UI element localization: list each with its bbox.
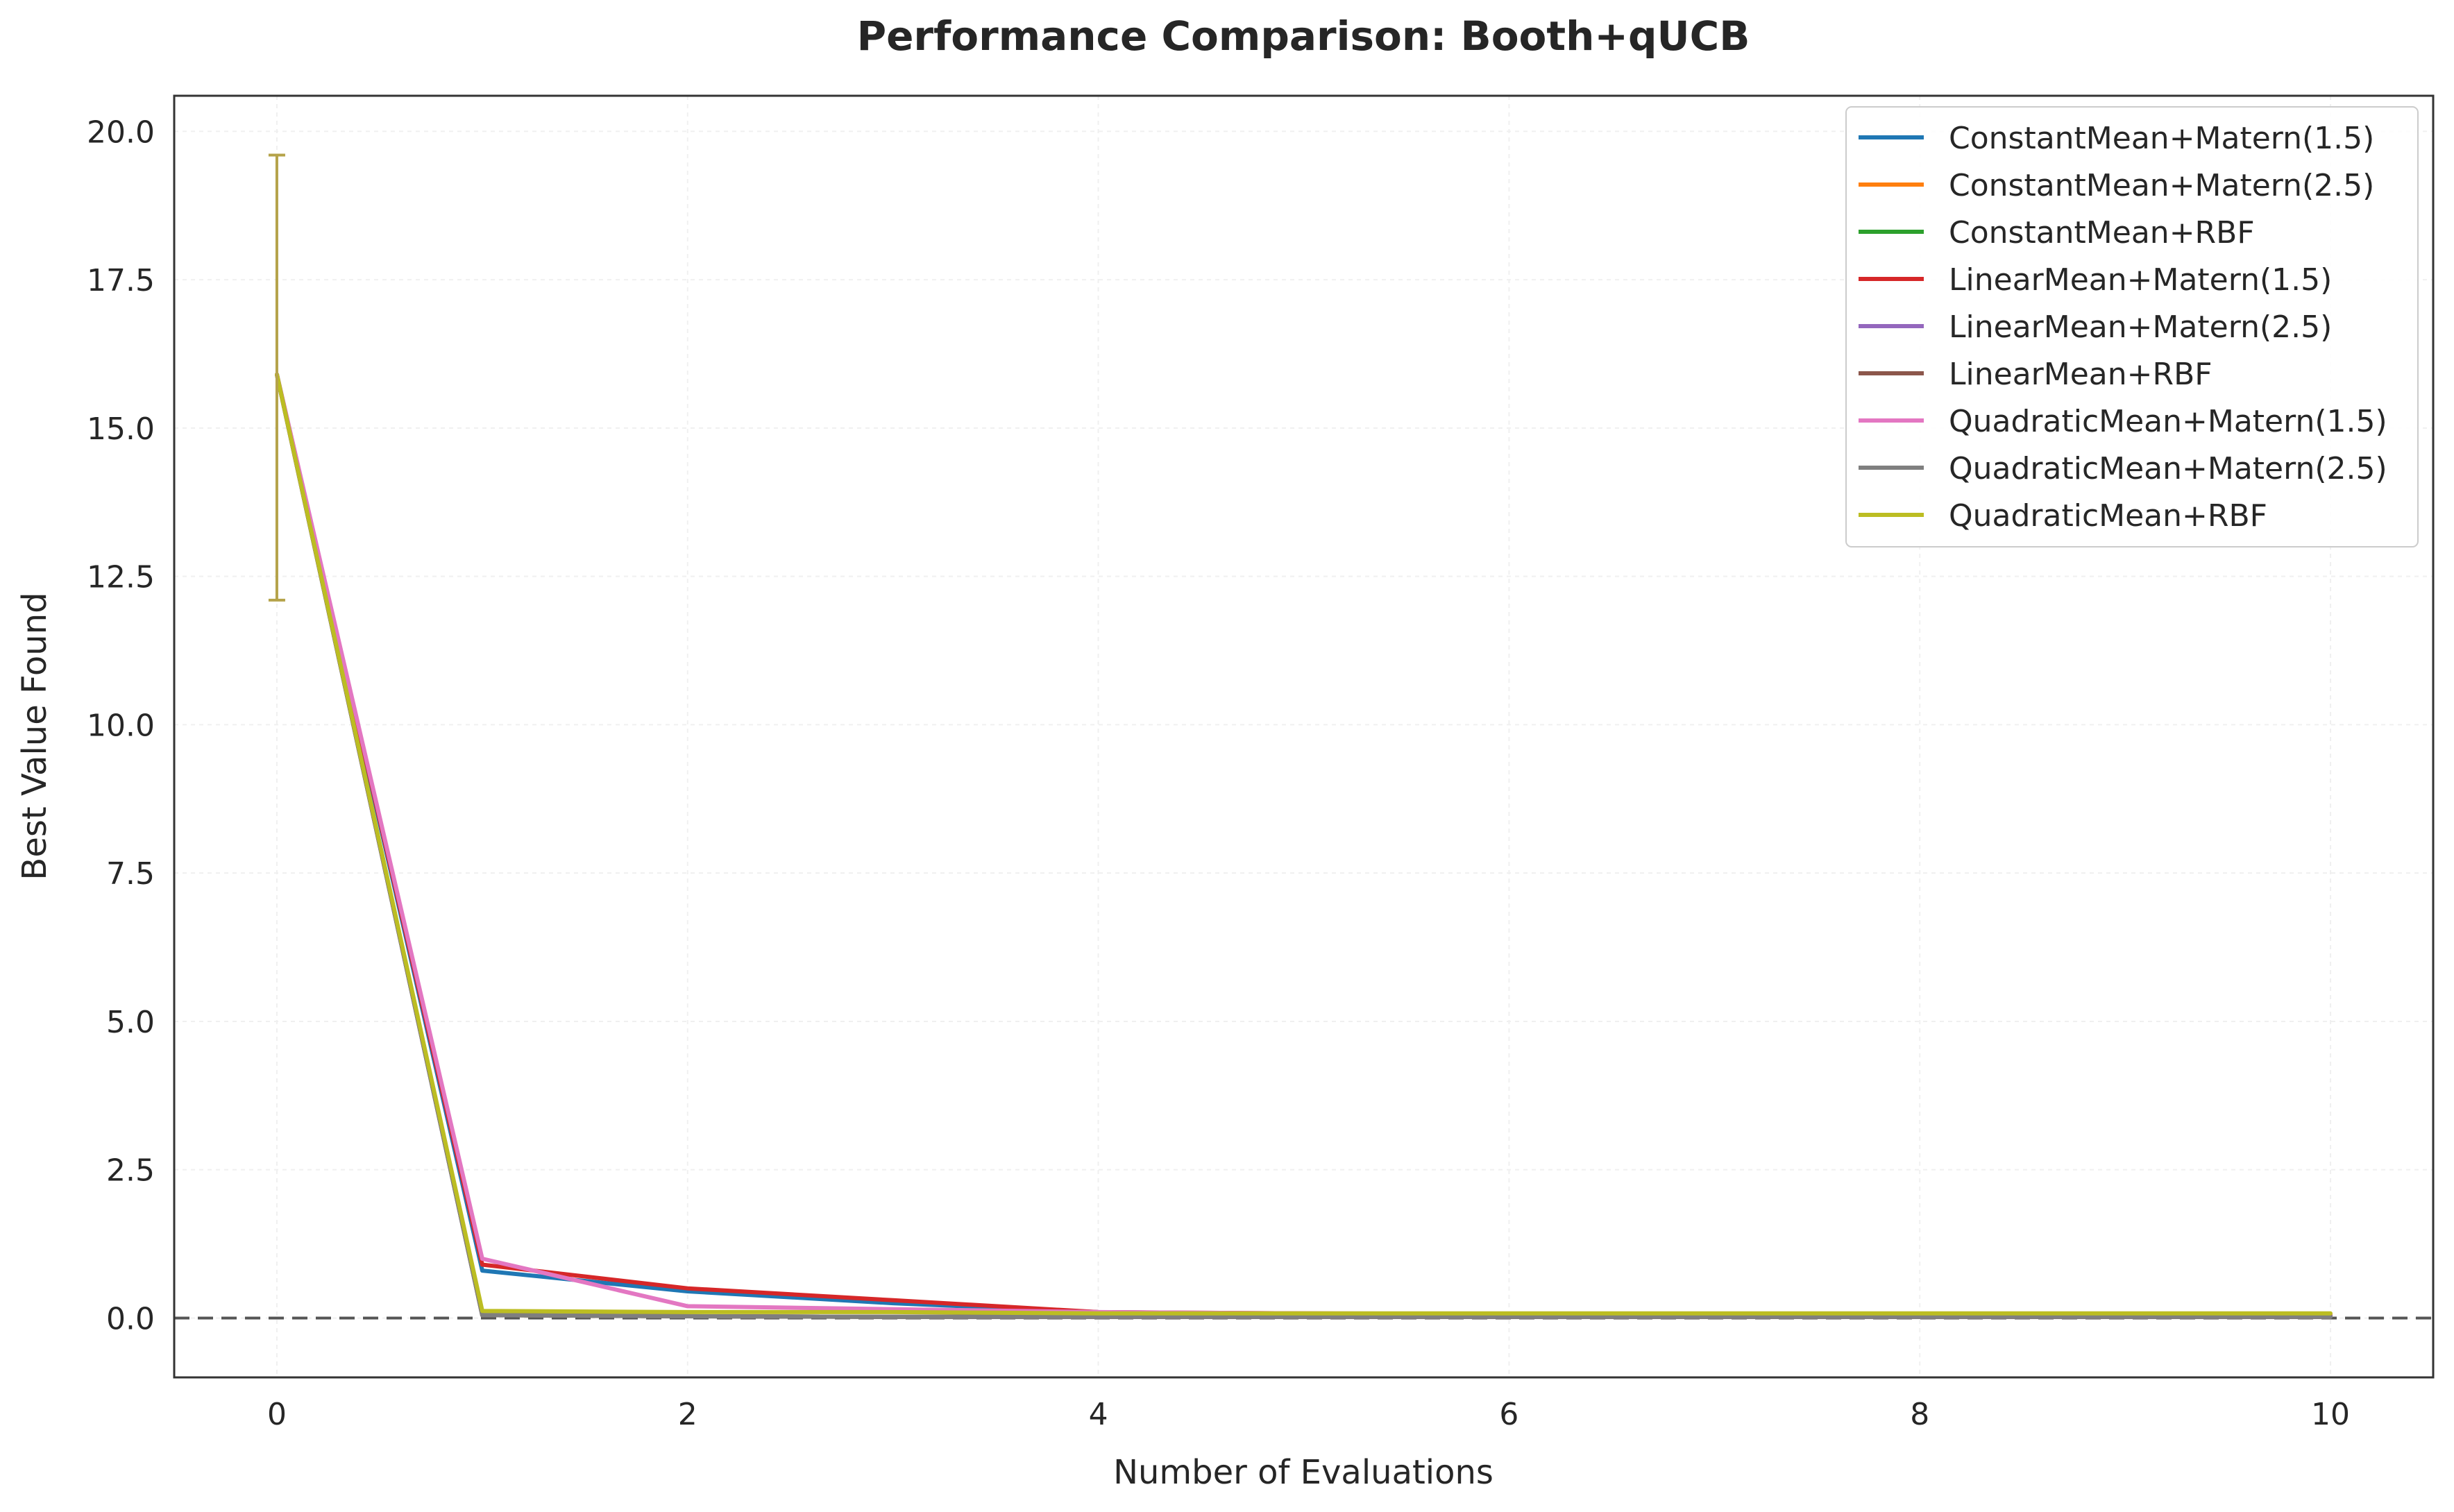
chart-title: Performance Comparison: Booth+qUCB	[857, 12, 1750, 60]
x-tick-label: 10	[2311, 1397, 2350, 1432]
y-tick-label: 10.0	[87, 708, 155, 743]
legend-label: QuadraticMean+Matern(2.5)	[1949, 451, 2387, 486]
legend-label: QuadraticMean+Matern(1.5)	[1949, 404, 2387, 439]
x-tick-label: 8	[1910, 1397, 1929, 1432]
y-tick-label: 12.5	[87, 560, 155, 595]
series-line	[275, 372, 2333, 1319]
y-tick-label: 5.0	[106, 1005, 155, 1040]
x-tick-label: 2	[678, 1397, 697, 1432]
y-tick-label: 20.0	[87, 114, 155, 150]
y-tick-label: 2.5	[106, 1153, 155, 1189]
legend-label: ConstantMean+RBF	[1949, 215, 2255, 250]
y-axis-label: Best Value Found	[15, 592, 54, 880]
x-tick-label: 6	[1499, 1397, 1518, 1432]
y-tick-label: 15.0	[87, 411, 155, 447]
x-tick-label: 0	[267, 1397, 287, 1432]
error-bar	[268, 153, 285, 602]
series-lines	[275, 372, 2333, 1319]
legend: ConstantMean+Matern(1.5) ConstantMean+Mat…	[1845, 106, 2419, 547]
legend-label: ConstantMean+Matern(1.5)	[1949, 121, 2374, 156]
y-tick-label: 7.5	[106, 856, 155, 892]
y-tick-label: 17.5	[87, 263, 155, 298]
legend-label: ConstantMean+Matern(2.5)	[1949, 168, 2374, 203]
legend-box	[1845, 106, 2419, 547]
x-tick-label: 4	[1089, 1397, 1108, 1432]
legend-label: LinearMean+Matern(2.5)	[1949, 309, 2332, 345]
legend-label: QuadraticMean+RBF	[1949, 498, 2267, 534]
x-axis-ticks: 0 2 4 6 8 10	[267, 1397, 2350, 1432]
x-axis-label: Number of Evaluations	[1113, 1453, 1493, 1492]
y-tick-label: 0.0	[106, 1301, 155, 1336]
legend-label: LinearMean+RBF	[1949, 357, 2212, 392]
series-line	[275, 372, 2333, 1316]
legend-label: LinearMean+Matern(1.5)	[1949, 262, 2332, 298]
plot-frame	[173, 94, 2435, 1379]
y-axis-ticks: 0.0 2.5 5.0 7.5 10.0 12.5 15.0 17.5 20.0	[87, 114, 155, 1336]
